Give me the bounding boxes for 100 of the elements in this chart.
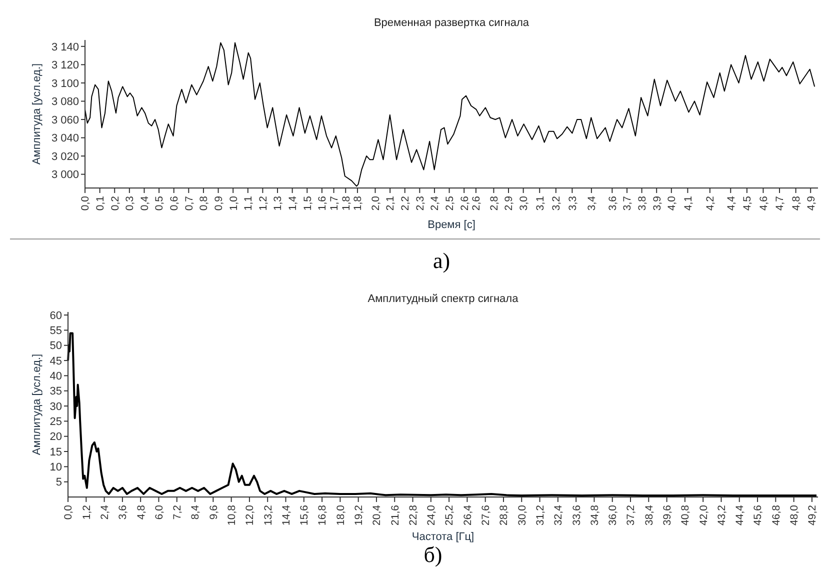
x-tick-label: 22,8: [407, 504, 420, 526]
x-tick-label: 2,6: [458, 196, 471, 211]
x-tick-label: 20,4: [371, 504, 384, 526]
x-tick-label: 1,7: [328, 196, 340, 211]
x-tick-label: 1,8: [352, 196, 364, 211]
x-tick-label: 3,7: [622, 196, 634, 211]
x-tick-label: 4,5: [742, 196, 754, 211]
y-tick-label: 3 020: [51, 150, 79, 163]
x-tick-label: 46,8: [770, 504, 782, 526]
x-tick-label: 2,9: [503, 196, 516, 211]
x-tick-label: 2,4: [98, 504, 111, 520]
y-tick-label: 10: [50, 462, 62, 474]
x-tick-label: 34,8: [588, 504, 601, 526]
x-tick-label: 1,8: [340, 196, 352, 211]
x-tick-label: 2,8: [488, 196, 500, 211]
x-tick-label: 14,4: [280, 504, 292, 526]
x-tick-label: 3,2: [550, 196, 563, 211]
y-tick-label: 35: [50, 386, 62, 398]
chart-title: Амплитудный спектр сигнала: [368, 293, 520, 305]
x-tick-label: 10,8: [226, 504, 238, 526]
x-tick-label: 1,0: [228, 196, 240, 211]
x-tick-label: 1,5: [302, 196, 314, 211]
y-axis-title: Амплитуда [усл.ед.]: [31, 354, 43, 456]
chart-title: Временная развертка сигнала: [374, 17, 530, 29]
x-tick-label: 32,4: [552, 504, 565, 526]
x-tick-label: 1,2: [80, 504, 93, 520]
x-tick-label: 0,2: [109, 196, 122, 211]
x-tick-label: 33,6: [570, 504, 583, 526]
x-tick-label: 0,3: [124, 196, 136, 211]
x-tick-label: 18,0: [334, 504, 347, 526]
x-tick-label: 4,8: [790, 196, 802, 211]
x-tick-label: 12,0: [244, 504, 256, 526]
x-tick-label: 0,1: [94, 196, 106, 211]
y-tick-label: 3 000: [51, 169, 79, 182]
x-tick-label: 45,6: [752, 504, 764, 526]
y-tick-label: 25: [50, 416, 62, 428]
y-tick-label: 30: [50, 400, 62, 413]
x-tick-label: 2,4: [429, 196, 442, 211]
x-tick-label: 31,2: [534, 504, 546, 526]
x-tick-label: 37,2: [625, 504, 638, 526]
x-tick-label: 4,6: [758, 196, 770, 211]
x-tick-label: 36,0: [607, 504, 620, 526]
x-tick-label: 0,4: [138, 196, 151, 211]
x-tick-label: 0,7: [183, 196, 196, 211]
text: а): [432, 248, 450, 273]
line-series: [84, 42, 816, 187]
x-tick-label: 4,2: [704, 196, 717, 211]
x-tick-label: 48,0: [788, 504, 800, 526]
x-tick-label: 1,1: [242, 196, 255, 211]
y-tick-label: 5: [56, 476, 62, 489]
x-tick-label: 30,0: [516, 504, 528, 526]
y-tick-label: 60: [50, 310, 62, 322]
x-tick-label: 42,0: [698, 504, 710, 526]
y-axis-title: Амплитуда [усл.ед.]: [31, 63, 43, 165]
x-tick-label: 1,6: [316, 196, 329, 211]
x-tick-label: 19,2: [353, 504, 365, 526]
y-tick-label: 3 060: [51, 114, 79, 126]
x-tick-label: 0,9: [212, 196, 225, 211]
y-tick-label: 15: [50, 446, 62, 458]
x-tick-label: 0,6: [168, 196, 181, 211]
x-tick-label: 3,1: [534, 196, 546, 211]
y-tick-label: 20: [50, 431, 62, 444]
x-tick-label: 2,6: [470, 196, 483, 211]
x-tick-label: 27,6: [480, 504, 492, 526]
x-tick-label: 2,0: [370, 196, 382, 211]
x-tick-label: 3,6: [117, 504, 130, 520]
y-tick-label: 55: [50, 325, 62, 338]
x-tick-label: 15,6: [298, 504, 311, 526]
x-tick-label: 16,8: [316, 504, 329, 526]
x-tick-label: 0,8: [198, 196, 210, 211]
x-tick-label: 43,2: [716, 504, 728, 526]
x-tick-label: 4,0: [666, 196, 678, 211]
x-tick-label: 4,7: [774, 196, 786, 211]
x-tick-label: 2,3: [414, 196, 426, 211]
x-tick-label: 49,2: [806, 504, 819, 526]
x-tick-label: 1,2: [257, 196, 270, 211]
x-tick-label: 21,6: [389, 504, 402, 526]
x-tick-label: 9,6: [208, 504, 220, 520]
x-tick-label: 38,4: [643, 504, 656, 526]
x-tick-label: 26,4: [462, 504, 474, 526]
x-tick-label: 8,4: [190, 504, 202, 520]
x-tick-label: 4,4: [725, 196, 738, 211]
x-tick-label: 3,4: [586, 196, 598, 211]
x-tick-label: 39,6: [661, 504, 674, 526]
y-tick-label: 50: [50, 340, 62, 352]
x-tick-label: 3,8: [636, 196, 648, 211]
x-tick-label: 6,0: [153, 504, 166, 520]
y-tick-label: 45: [50, 355, 62, 368]
x-tick-label: 28,8: [498, 504, 510, 526]
x-tick-label: 2,1: [384, 196, 397, 211]
x-tick-label: 4,8: [135, 504, 148, 520]
x-tick-label: 1,4: [286, 196, 299, 211]
y-tick-label: 3 100: [51, 78, 79, 90]
x-tick-label: 3,9: [651, 196, 664, 211]
x-tick-label: 1,3: [272, 196, 284, 211]
y-tick-label: 3 140: [51, 41, 79, 54]
x-tick-label: 40,8: [680, 504, 692, 526]
y-tick-label: 40: [50, 370, 62, 383]
x-tick-label: 3,3: [566, 196, 579, 211]
x-axis-title: Частота [Гц]: [412, 531, 474, 543]
